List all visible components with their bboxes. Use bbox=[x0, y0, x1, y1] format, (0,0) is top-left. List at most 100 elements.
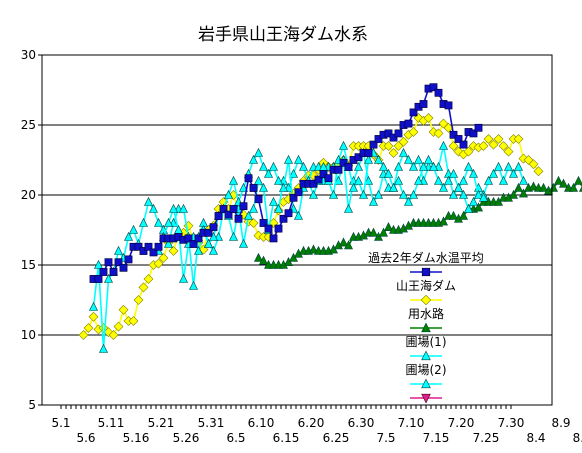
data-point bbox=[289, 193, 298, 202]
data-point bbox=[383, 141, 394, 151]
legend-label: 山王海ダム bbox=[396, 278, 456, 293]
data-point bbox=[119, 263, 128, 272]
x-tick-label: 5.6 bbox=[76, 431, 95, 445]
legend-label: 用水路 bbox=[408, 306, 444, 321]
data-point bbox=[454, 135, 463, 143]
data-point bbox=[489, 168, 498, 178]
data-point bbox=[339, 237, 348, 247]
data-point bbox=[99, 268, 108, 276]
data-point bbox=[204, 238, 213, 248]
data-point bbox=[344, 163, 353, 171]
data-point bbox=[374, 135, 383, 143]
data-point bbox=[414, 175, 423, 185]
y-tick-label: 30 bbox=[21, 48, 36, 62]
data-point bbox=[94, 275, 103, 283]
data-point bbox=[153, 258, 164, 269]
data-point bbox=[254, 147, 263, 157]
data-point bbox=[194, 234, 203, 243]
data-point bbox=[448, 141, 459, 151]
data-point bbox=[144, 242, 153, 251]
data-point bbox=[269, 196, 278, 206]
legend-label: 過去2年ダム水温平均 bbox=[368, 250, 484, 265]
data-point bbox=[494, 161, 503, 171]
data-point bbox=[149, 203, 158, 213]
data-point bbox=[454, 182, 463, 192]
data-point bbox=[499, 175, 508, 185]
data-point bbox=[409, 108, 418, 117]
data-point bbox=[439, 216, 448, 226]
x-tick-label: 5.31 bbox=[198, 416, 225, 430]
data-point bbox=[384, 222, 393, 231]
data-point bbox=[463, 146, 474, 157]
data-point bbox=[439, 140, 448, 150]
data-point bbox=[334, 165, 343, 174]
x-tick-label: 7.15 bbox=[423, 431, 450, 445]
data-point bbox=[244, 210, 253, 220]
data-point bbox=[344, 240, 353, 250]
data-point bbox=[359, 189, 368, 199]
data-point bbox=[154, 217, 163, 227]
legend-marker bbox=[420, 294, 432, 306]
data-point bbox=[409, 161, 418, 171]
series-1 bbox=[78, 113, 544, 340]
x-tick-label: 6.5 bbox=[226, 431, 245, 445]
data-point bbox=[294, 188, 303, 197]
data-point bbox=[554, 175, 563, 185]
data-point bbox=[388, 148, 399, 158]
data-point bbox=[139, 247, 148, 255]
data-point bbox=[423, 113, 434, 123]
chart-title: 岩手県山王海ダム水系 bbox=[198, 25, 368, 45]
data-point bbox=[244, 174, 253, 183]
plot-series bbox=[78, 83, 582, 353]
data-point bbox=[574, 175, 582, 185]
data-point bbox=[109, 268, 118, 276]
data-point bbox=[319, 170, 328, 178]
data-point bbox=[128, 316, 139, 326]
data-point bbox=[118, 304, 129, 315]
data-point bbox=[279, 182, 288, 192]
y-tick-label: 20 bbox=[21, 188, 36, 202]
y-tick-label: 10 bbox=[21, 328, 36, 342]
data-point bbox=[299, 161, 308, 171]
data-point bbox=[274, 175, 283, 185]
data-point bbox=[83, 323, 94, 333]
data-point bbox=[214, 212, 223, 220]
data-point bbox=[104, 273, 113, 283]
data-point bbox=[294, 210, 303, 220]
data-point bbox=[133, 295, 144, 305]
data-point bbox=[274, 203, 283, 213]
data-point bbox=[488, 139, 499, 150]
data-point bbox=[514, 161, 523, 171]
x-tick-label: 5.1 bbox=[51, 416, 70, 430]
data-point bbox=[259, 182, 268, 192]
data-point bbox=[168, 246, 179, 256]
data-point bbox=[344, 203, 353, 213]
data-point bbox=[209, 223, 218, 232]
data-point bbox=[449, 168, 458, 178]
data-point bbox=[474, 123, 483, 132]
data-point bbox=[124, 255, 133, 264]
data-point bbox=[339, 158, 348, 167]
data-point bbox=[519, 175, 528, 185]
data-point bbox=[449, 130, 458, 139]
data-point bbox=[469, 168, 478, 178]
data-point bbox=[254, 195, 263, 204]
data-point bbox=[503, 146, 514, 157]
data-point bbox=[89, 301, 98, 311]
data-point bbox=[419, 100, 428, 108]
x-tick-label: 6.15 bbox=[273, 431, 300, 445]
x-tick-label: 8.4 bbox=[526, 431, 545, 445]
data-point bbox=[158, 253, 169, 263]
data-point bbox=[269, 234, 278, 243]
data-point bbox=[434, 88, 443, 97]
data-point bbox=[129, 224, 138, 234]
legend-marker bbox=[421, 350, 431, 361]
data-point bbox=[439, 182, 448, 192]
data-point bbox=[179, 203, 188, 213]
x-tick-label: 8.9 bbox=[551, 416, 570, 430]
data-point bbox=[239, 182, 248, 192]
y-tick-label: 15 bbox=[21, 258, 36, 272]
data-point bbox=[254, 252, 263, 262]
